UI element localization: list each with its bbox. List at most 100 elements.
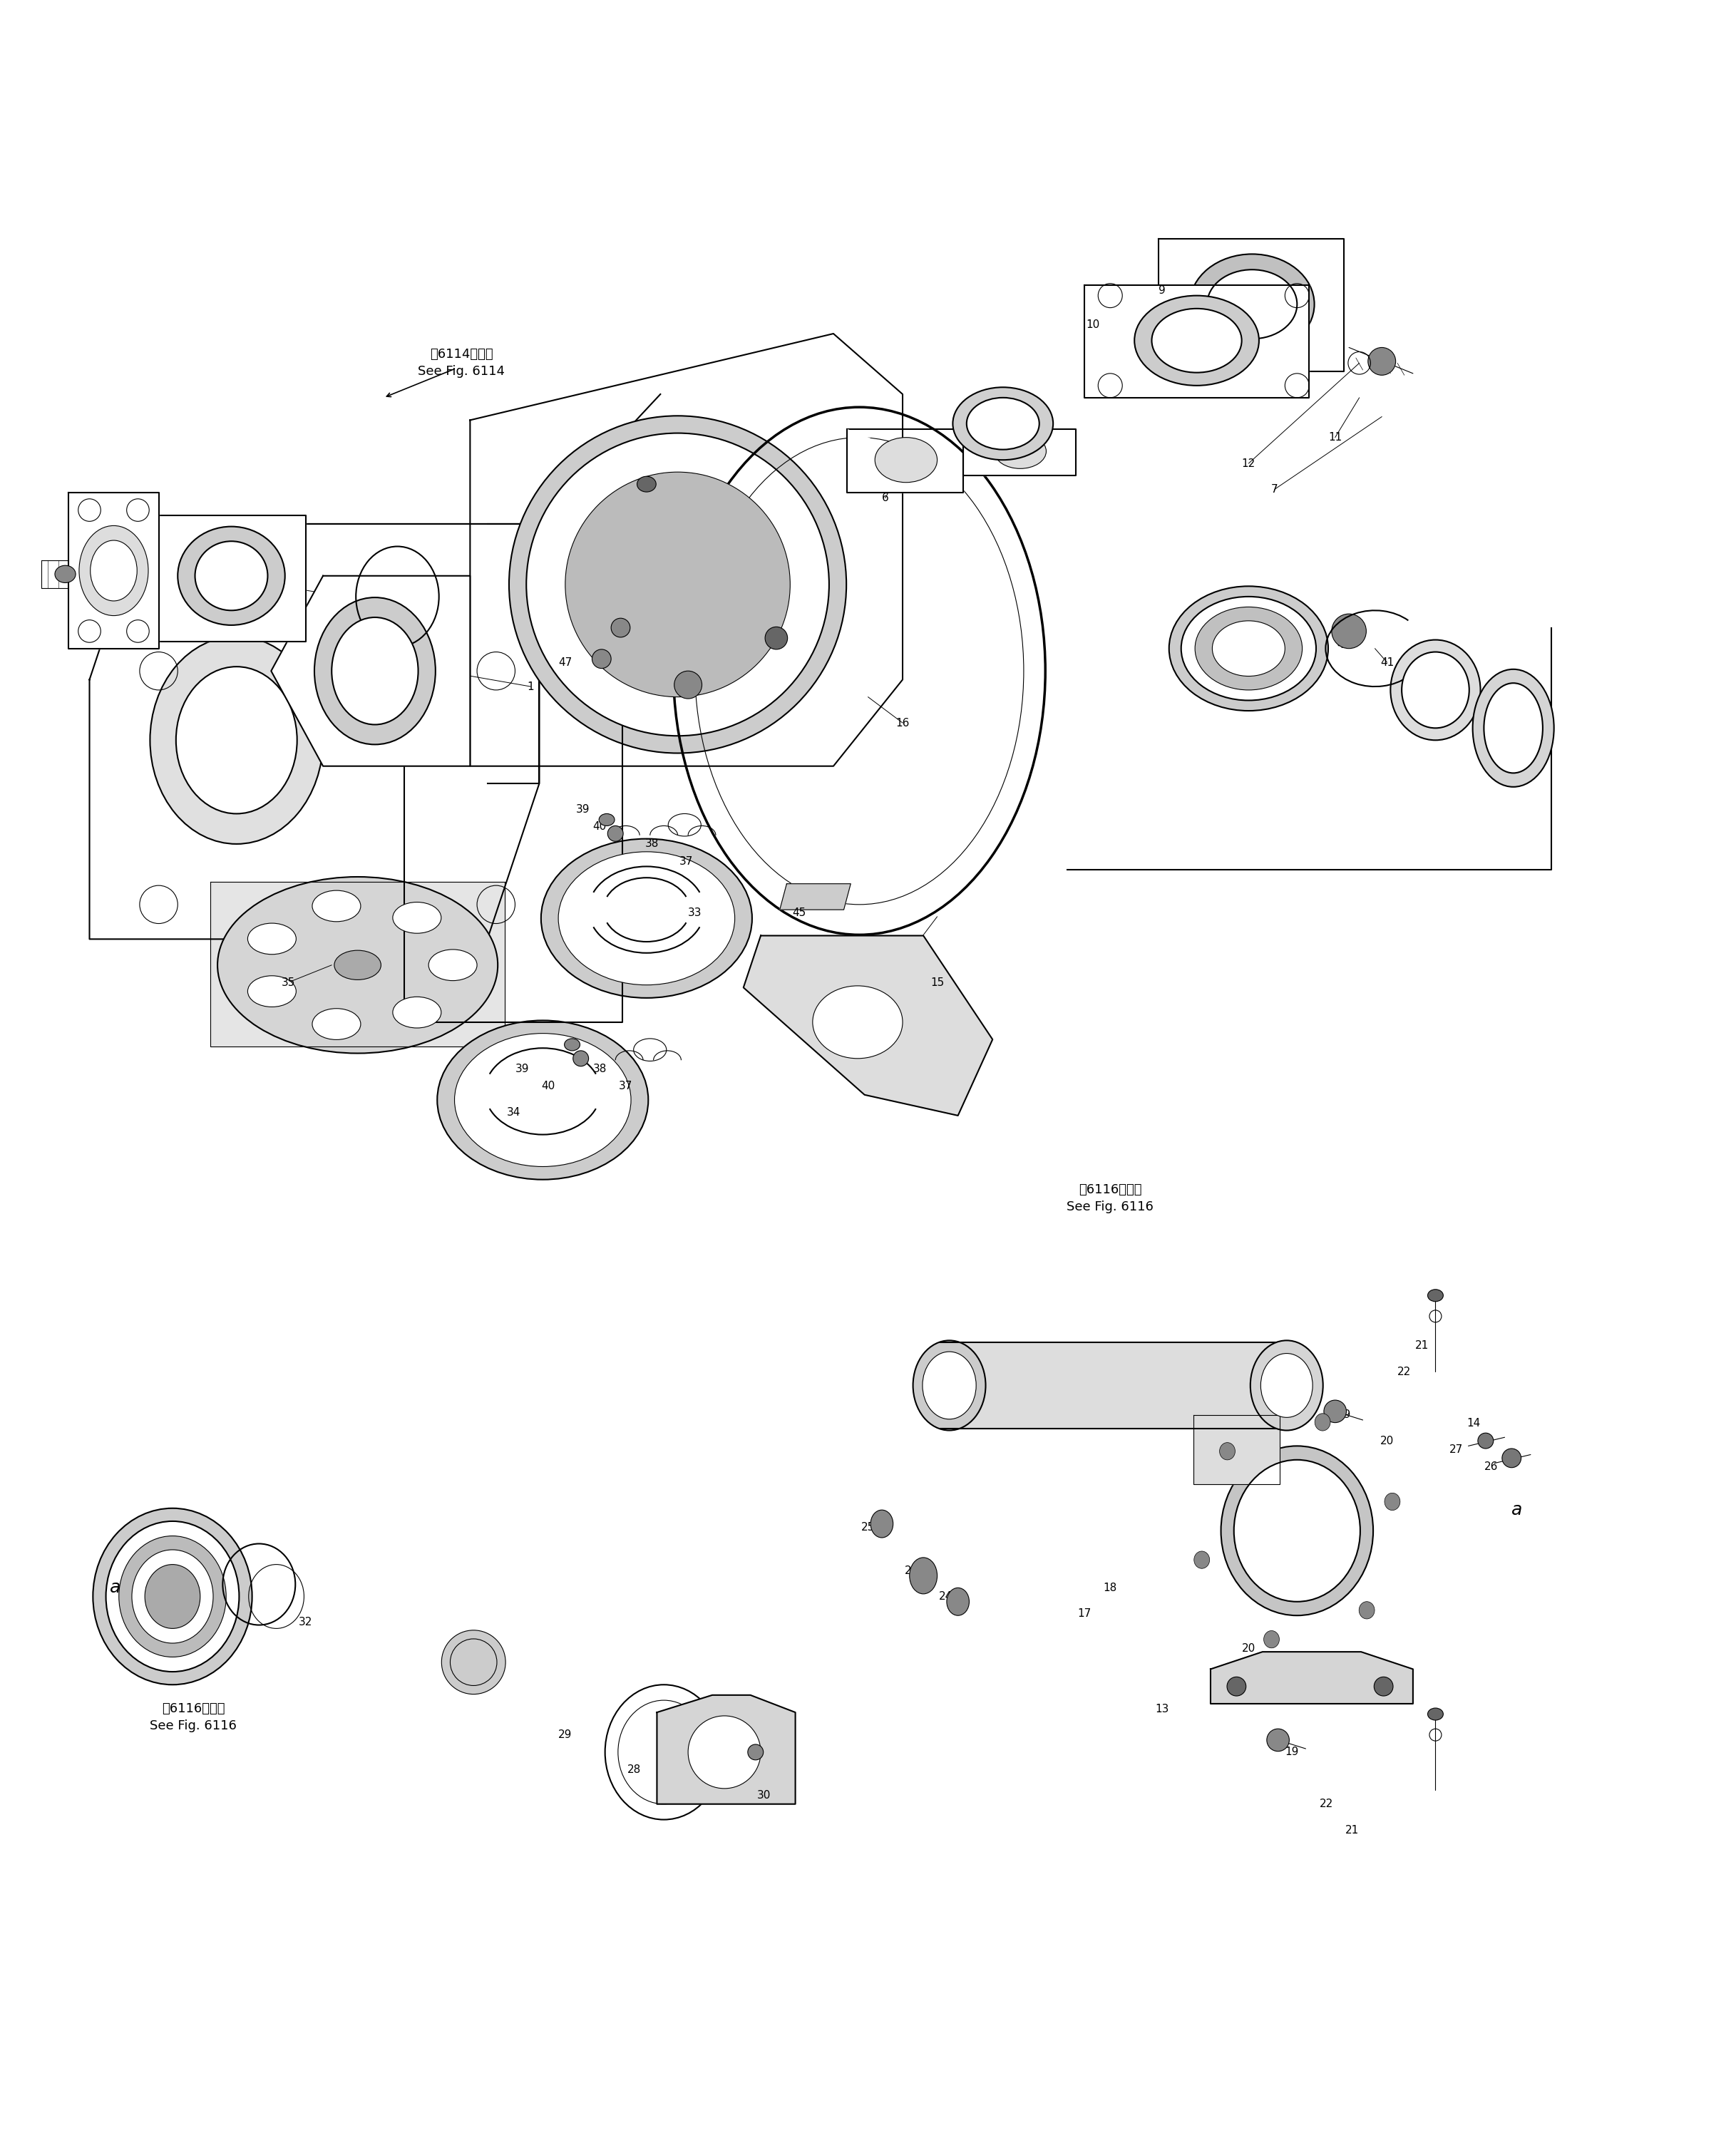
Polygon shape — [470, 334, 903, 767]
Ellipse shape — [1250, 1340, 1323, 1431]
Ellipse shape — [1427, 1709, 1443, 1720]
Ellipse shape — [922, 1351, 976, 1420]
Text: 8: 8 — [172, 562, 179, 573]
Ellipse shape — [1212, 621, 1285, 677]
Text: See Fig. 6116: See Fig. 6116 — [1066, 1200, 1154, 1213]
Ellipse shape — [437, 1021, 648, 1179]
Text: 27: 27 — [1450, 1444, 1463, 1455]
Polygon shape — [743, 935, 993, 1116]
Text: 16: 16 — [896, 718, 910, 728]
Ellipse shape — [90, 541, 137, 601]
Ellipse shape — [175, 666, 297, 815]
Text: 28: 28 — [628, 1765, 641, 1776]
Polygon shape — [656, 1696, 795, 1804]
Ellipse shape — [149, 636, 323, 845]
Text: 38: 38 — [644, 838, 658, 849]
Ellipse shape — [637, 476, 656, 491]
Polygon shape — [1158, 239, 1344, 371]
Text: 23: 23 — [904, 1565, 918, 1575]
Ellipse shape — [106, 1521, 240, 1672]
Ellipse shape — [812, 985, 903, 1058]
Text: 41: 41 — [1380, 657, 1394, 668]
Text: 47: 47 — [559, 657, 573, 668]
Text: 19: 19 — [1337, 1409, 1351, 1420]
Ellipse shape — [194, 541, 267, 610]
Text: 11: 11 — [101, 554, 113, 565]
Text: See Fig. 6114: See Fig. 6114 — [418, 366, 505, 377]
Ellipse shape — [1401, 653, 1469, 728]
Text: 44: 44 — [1337, 640, 1351, 651]
Ellipse shape — [611, 618, 630, 638]
Text: 第6116図参照: 第6116図参照 — [161, 1702, 226, 1715]
Text: 1: 1 — [528, 681, 535, 692]
Text: 10: 10 — [411, 588, 425, 599]
Ellipse shape — [1151, 308, 1241, 373]
Text: 35: 35 — [281, 976, 295, 987]
Ellipse shape — [559, 851, 734, 985]
Text: 7: 7 — [1271, 485, 1278, 496]
Ellipse shape — [1168, 586, 1328, 711]
Text: 39: 39 — [576, 804, 590, 815]
Ellipse shape — [566, 472, 790, 696]
Ellipse shape — [967, 399, 1040, 450]
Ellipse shape — [144, 1565, 200, 1629]
Text: 29: 29 — [559, 1730, 573, 1741]
Text: 45: 45 — [792, 907, 806, 918]
Ellipse shape — [1234, 1459, 1361, 1601]
Text: 21: 21 — [1415, 1340, 1429, 1351]
Ellipse shape — [1368, 347, 1396, 375]
Polygon shape — [941, 1343, 1286, 1429]
Text: 15: 15 — [930, 976, 944, 987]
Ellipse shape — [526, 433, 830, 735]
Ellipse shape — [1391, 640, 1481, 739]
Polygon shape — [69, 493, 158, 649]
Text: 6: 6 — [882, 493, 889, 504]
Polygon shape — [1193, 1416, 1279, 1485]
Ellipse shape — [177, 526, 285, 625]
Ellipse shape — [1180, 597, 1316, 700]
Text: 33: 33 — [687, 907, 701, 918]
Ellipse shape — [56, 565, 76, 582]
Text: 25: 25 — [861, 1521, 875, 1532]
Ellipse shape — [1477, 1433, 1493, 1448]
Ellipse shape — [748, 1743, 764, 1761]
Ellipse shape — [441, 1629, 505, 1694]
Ellipse shape — [1472, 670, 1554, 787]
Ellipse shape — [1332, 614, 1366, 649]
Text: 37: 37 — [620, 1082, 632, 1090]
Polygon shape — [779, 884, 851, 909]
Ellipse shape — [1220, 1446, 1373, 1616]
Ellipse shape — [1359, 1601, 1375, 1618]
Polygon shape — [210, 881, 505, 1047]
Text: 9: 9 — [267, 580, 274, 590]
Ellipse shape — [248, 922, 297, 955]
Text: 第6116図参照: 第6116図参照 — [1078, 1183, 1142, 1196]
Ellipse shape — [674, 670, 701, 698]
Text: 12: 12 — [142, 571, 156, 582]
Ellipse shape — [1385, 1493, 1401, 1511]
Ellipse shape — [80, 526, 148, 616]
Ellipse shape — [1189, 254, 1314, 353]
Text: 40: 40 — [542, 1082, 556, 1090]
Ellipse shape — [1219, 1442, 1234, 1459]
Text: 36: 36 — [1259, 666, 1272, 677]
Text: 37: 37 — [679, 856, 693, 866]
Text: 31: 31 — [731, 1774, 745, 1784]
Polygon shape — [847, 429, 1076, 493]
Ellipse shape — [995, 433, 1047, 468]
Ellipse shape — [312, 1009, 361, 1039]
Ellipse shape — [608, 825, 623, 840]
Ellipse shape — [910, 1558, 937, 1595]
Text: 18: 18 — [1104, 1582, 1116, 1593]
Ellipse shape — [542, 838, 752, 998]
Text: 5: 5 — [986, 433, 993, 442]
Text: 46: 46 — [611, 657, 623, 668]
Ellipse shape — [573, 1052, 589, 1067]
Text: 39: 39 — [516, 1065, 529, 1073]
Ellipse shape — [392, 998, 441, 1028]
Text: 24: 24 — [939, 1590, 953, 1601]
Text: 34: 34 — [507, 1108, 521, 1118]
Text: 2: 2 — [630, 509, 637, 519]
Text: 21: 21 — [1345, 1825, 1359, 1836]
Text: 20: 20 — [1380, 1435, 1394, 1446]
